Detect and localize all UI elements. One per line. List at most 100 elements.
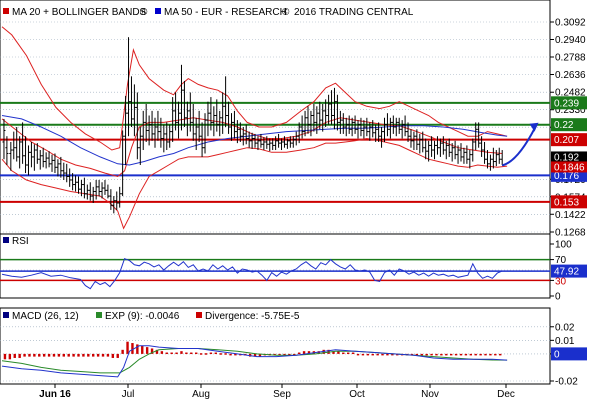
ohlc-bar: [247, 131, 251, 148]
ohlc-bar: [212, 106, 216, 137]
rsi-value-label: 47.92: [554, 267, 579, 278]
divergence-bar: [469, 353, 473, 356]
ohlc-bar: [21, 122, 25, 164]
divergence-bar: [454, 353, 458, 356]
ohlc-bar: [274, 136, 278, 151]
ohlc-bar: [94, 179, 98, 200]
price-tick-label: 0.2330: [555, 105, 586, 116]
ohlc-bar: [132, 84, 136, 137]
ohlc-bar: [191, 103, 195, 141]
divergence-bar: [106, 353, 110, 357]
ohlc-bar: [85, 184, 89, 200]
ohlc-bar: [15, 127, 19, 162]
price-tick-label: 0.2636: [555, 70, 586, 81]
ohlc-bar: [450, 143, 454, 162]
ohlc-bar: [221, 92, 225, 134]
divergence-bar: [396, 353, 399, 356]
ohlc-bar: [453, 140, 457, 160]
divergence-bar: [258, 353, 262, 357]
divergence-bar: [116, 353, 119, 358]
divergence-bar: [499, 353, 502, 356]
ma50-line: [1, 115, 508, 166]
divergence-bar: [386, 353, 389, 356]
rsi-panel: RSI: [0, 233, 551, 299]
ohlc-bar: [235, 120, 239, 144]
ohlc-bar: [106, 184, 110, 199]
level-badge-label: 0.22: [554, 120, 574, 131]
divergence-bar: [332, 351, 335, 354]
ohlc-bar: [383, 117, 386, 142]
ohlc-bar: [53, 153, 57, 174]
ohlc-bar: [38, 150, 42, 170]
ohlc-bar: [277, 133, 281, 148]
last-price-label-b: 0.1846: [554, 162, 585, 173]
divergence-bar: [494, 353, 497, 356]
ohlc-bar: [321, 103, 325, 132]
divergence-bar: [150, 348, 154, 354]
divergence-bar: [347, 352, 350, 355]
divergence-bar: [141, 345, 144, 354]
ohlc-bar: [265, 136, 269, 149]
price-tick-label: 0.1422: [555, 210, 586, 221]
ohlc-bar: [394, 117, 398, 137]
ohlc-bar: [485, 150, 489, 169]
divergence-bar: [440, 353, 443, 356]
ohlc-bar: [44, 152, 48, 169]
ma50-legend-swatch: [155, 8, 161, 14]
ohlc-bar: [271, 138, 275, 151]
divergence-bar: [297, 352, 301, 355]
ohlc-bar: [185, 101, 189, 137]
ohlc-bar: [203, 113, 207, 154]
ohlc-bar: [403, 115, 407, 137]
rsi-tick-label: 0: [555, 292, 561, 303]
ohlc-bar: [24, 136, 28, 174]
ohlc-bar: [477, 122, 481, 148]
ohlc-bar: [297, 122, 301, 144]
ohlc-bar: [241, 127, 245, 146]
ohlc-bar: [324, 99, 328, 127]
ohlc-bar: [12, 131, 16, 160]
divergence-bar: [194, 352, 198, 355]
ohlc-bar: [79, 179, 83, 197]
ohlc-bar: [177, 101, 181, 139]
ohlc-bar: [153, 117, 157, 148]
divergence-bar: [33, 353, 36, 357]
divergence-bar: [425, 353, 428, 356]
divergence-bar: [479, 353, 482, 356]
rsi-line: [1, 257, 503, 290]
divergence-bar: [8, 353, 12, 360]
macd-value-label: 0: [554, 349, 560, 360]
ohlc-bar: [244, 124, 248, 145]
ohlc-bar: [124, 95, 128, 165]
ohlc-bar: [71, 173, 75, 191]
copyright-text: 2016 TRADING CENTRAL: [294, 7, 414, 18]
ohlc-bar: [262, 137, 266, 151]
time-tick-label: Jun 16: [39, 389, 71, 400]
divergence-bar: [391, 353, 394, 356]
last-price-label-a: 0.192: [554, 152, 579, 163]
time-tick-label: Sep: [273, 389, 291, 400]
ohlc-bar: [424, 138, 428, 160]
divergence-bar: [351, 352, 355, 355]
ohlc-bar: [188, 92, 192, 132]
ohlc-bar: [474, 122, 478, 151]
ohlc-bar: [35, 143, 39, 164]
divergence-bar: [18, 353, 21, 358]
ohlc-bar: [421, 131, 425, 153]
level-badge: [551, 96, 587, 110]
ohlc-bar: [315, 106, 319, 134]
ohlc-bar: [224, 76, 228, 127]
price-tick-label: 0.3092: [555, 18, 586, 29]
ohlc-bar: [171, 97, 175, 142]
ohlc-bar: [471, 138, 475, 162]
ohlc-bar: [368, 122, 372, 141]
divergence-bar: [160, 351, 164, 354]
divergence-bar: [42, 353, 46, 357]
ohlc-bar: [141, 110, 145, 151]
divergence-bar: [136, 344, 139, 354]
ohlc-bar: [127, 37, 131, 137]
bollinger-lower-band: [1, 137, 508, 230]
time-tick-label: Aug: [192, 389, 210, 400]
ohlc-bar: [465, 145, 469, 164]
ohlc-bar: [365, 117, 369, 137]
